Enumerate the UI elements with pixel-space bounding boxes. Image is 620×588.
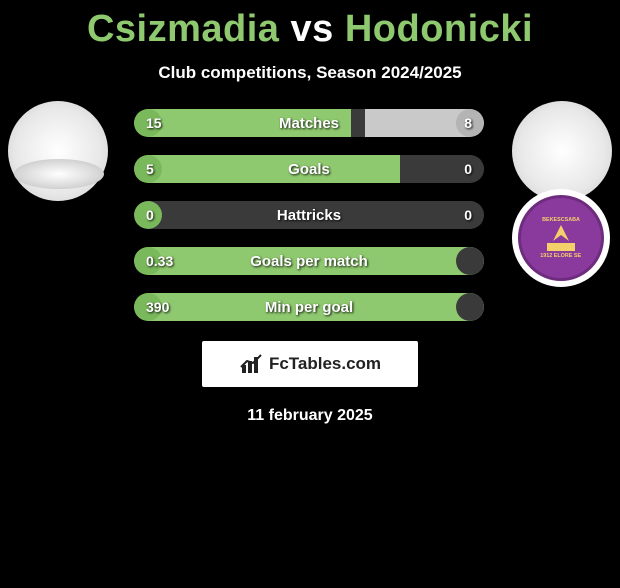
stat-row: Goals per match0.33 <box>134 247 484 275</box>
club-badge-line1: BEKESCSABA <box>542 217 580 222</box>
stat-row: Goals5 0 <box>134 155 484 183</box>
stat-left-value: 5 <box>146 155 154 183</box>
brand-text: FcTables.com <box>269 354 381 374</box>
club-badge: BEKESCSABA 1912 ELORE SE <box>512 189 610 287</box>
stat-label: Matches <box>134 109 484 137</box>
brand-box[interactable]: FcTables.com <box>202 341 418 387</box>
stat-left-value: 0 <box>146 201 154 229</box>
brand-box-inner: FcTables.com <box>239 353 381 375</box>
stat-bars-container: Matches158Goals50Hattricks00Goals per ma… <box>134 109 484 339</box>
club-badge-inner: BEKESCSABA 1912 ELORE SE <box>518 195 604 281</box>
player-left-avatar-shadow <box>14 159 104 189</box>
bar-chart-icon <box>239 353 265 375</box>
player-right-avatar <box>512 101 612 201</box>
stat-right-value: 0 <box>464 155 472 183</box>
title-vs: vs <box>291 8 334 50</box>
stat-right-value: 0 <box>464 201 472 229</box>
stat-row: Min per goal390 <box>134 293 484 321</box>
stat-right-value: 8 <box>464 109 472 137</box>
stat-left-value: 0.33 <box>146 247 173 275</box>
title-player-left: Csizmadia <box>87 8 279 50</box>
date-line: 11 february 2025 <box>0 407 620 425</box>
subtitle: Club competitions, Season 2024/2025 <box>0 63 620 83</box>
stat-label: Min per goal <box>134 293 484 321</box>
stat-row: Hattricks0 0 <box>134 201 484 229</box>
stat-label: Hattricks <box>134 201 484 229</box>
stat-left-value: 390 <box>146 293 169 321</box>
title-player-right: Hodonicki <box>345 8 533 50</box>
stat-row: Matches15 8 <box>134 109 484 137</box>
stat-left-value: 15 <box>146 109 162 137</box>
stats-area: BEKESCSABA 1912 ELORE SE Matches15 8 Goals… <box>0 109 620 329</box>
stat-label: Goals per match <box>134 247 484 275</box>
club-badge-line2: 1912 ELORE SE <box>541 253 582 258</box>
comparison-title: Csizmadia vs Hodonicki <box>0 8 620 51</box>
stat-label: Goals <box>134 155 484 183</box>
club-badge-icon <box>541 223 581 253</box>
